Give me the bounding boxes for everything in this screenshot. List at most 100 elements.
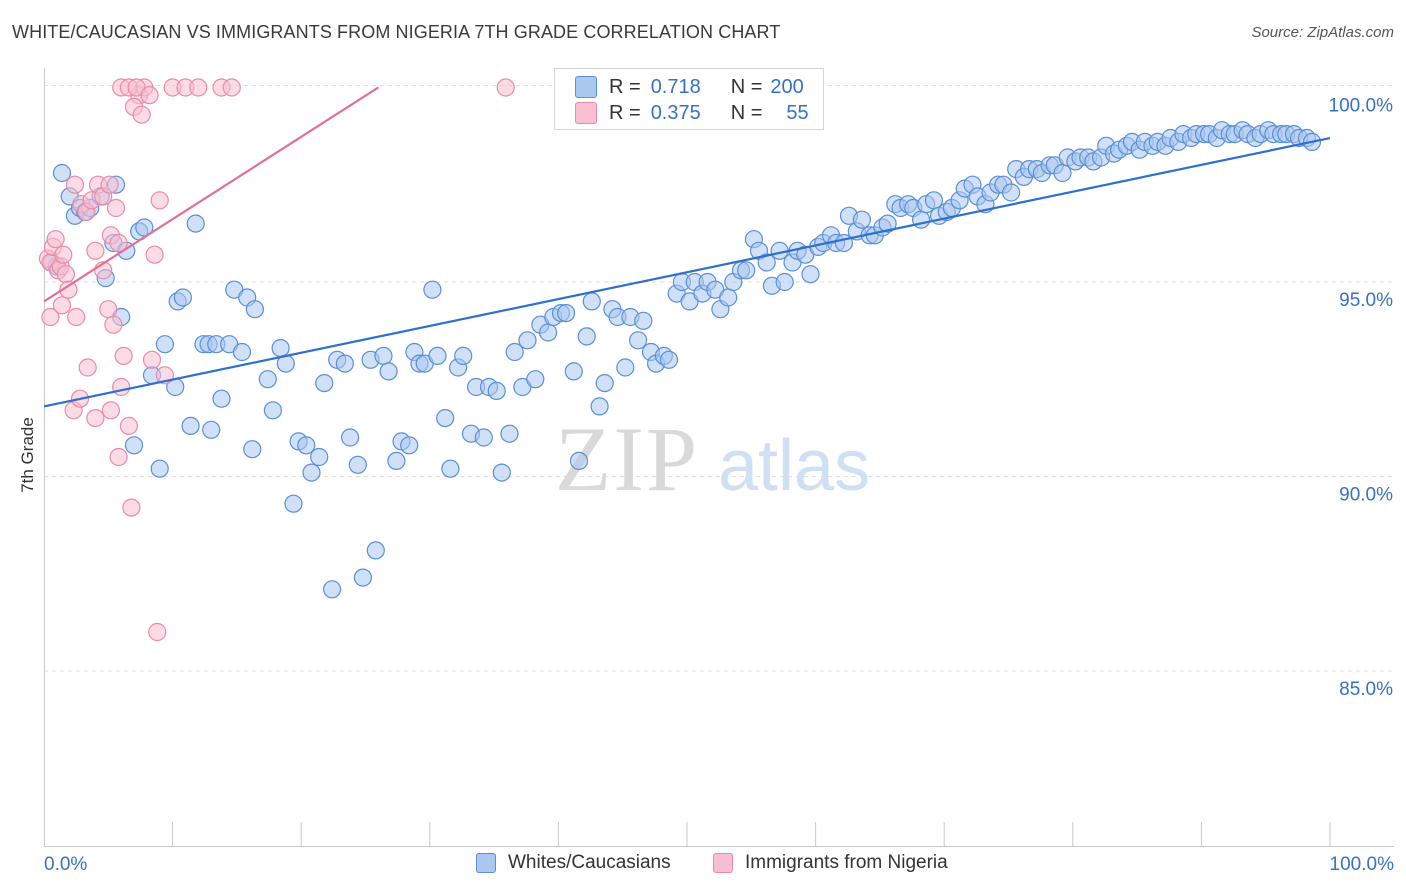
data-point — [54, 245, 73, 264]
data-point — [569, 451, 589, 470]
y-axis-label: 7th Grade — [18, 417, 37, 493]
series-legend-item-nigeria[interactable]: Immigrants from Nigeria — [713, 852, 948, 874]
legend-row-nigeria: R = 0.375 N = 55 — [575, 100, 809, 126]
data-point — [374, 346, 393, 365]
data-point — [353, 568, 372, 587]
data-point — [341, 428, 360, 447]
chart-title: WHITE/CAUCASIAN VS IMMIGRANTS FROM NIGER… — [12, 22, 781, 42]
data-point — [104, 315, 123, 334]
data-point — [315, 374, 334, 393]
data-point — [140, 86, 159, 105]
y-tick-label-90: 90.0% — [1339, 484, 1393, 505]
legend-n-value-nigeria: 55 — [786, 101, 809, 124]
data-point — [232, 342, 252, 362]
data-point — [616, 358, 635, 377]
x-tick-label-max: 100.0% — [1330, 854, 1395, 875]
legend-swatch-nigeria — [575, 102, 597, 124]
data-point — [124, 436, 144, 455]
data-point — [212, 389, 231, 408]
data-point — [590, 397, 609, 416]
data-point — [78, 358, 97, 377]
data-point — [302, 463, 321, 482]
x-ticks — [172, 822, 1331, 846]
data-point — [56, 265, 76, 284]
series-legend-label-nigeria: Immigrants from Nigeria — [745, 852, 948, 873]
data-point — [142, 350, 162, 369]
data-point — [245, 300, 264, 319]
data-point — [366, 541, 385, 560]
watermark: ZIP atlas — [555, 408, 870, 510]
data-point — [109, 447, 128, 467]
data-point — [801, 265, 820, 284]
data-point — [659, 350, 679, 369]
gridlines — [44, 85, 1394, 672]
data-points — [38, 78, 1322, 642]
data-point — [878, 214, 897, 233]
data-point — [474, 428, 493, 447]
data-point — [258, 370, 277, 389]
watermark-atlas: atlas — [718, 426, 870, 506]
data-point — [436, 409, 455, 428]
data-point — [67, 307, 86, 327]
data-point — [719, 288, 738, 307]
series-whites — [42, 121, 1322, 599]
legend-n-label: N = — [730, 75, 763, 98]
data-point — [186, 214, 205, 233]
y-tick-label-100: 100.0% — [1329, 95, 1394, 116]
data-point — [775, 272, 794, 292]
data-point — [564, 362, 583, 381]
data-point — [441, 459, 460, 478]
data-point — [496, 78, 515, 97]
trend-line-whites — [43, 136, 1331, 408]
chart-source: Source: ZipAtlas.com — [1251, 24, 1394, 41]
data-point — [41, 307, 60, 327]
data-point — [628, 331, 648, 350]
data-point — [145, 245, 164, 264]
data-point — [106, 198, 126, 218]
legend-r-label: R = — [609, 101, 641, 124]
data-point — [132, 105, 151, 124]
data-point — [595, 374, 614, 393]
data-point — [577, 327, 596, 346]
data-point — [99, 300, 118, 319]
data-point — [582, 292, 601, 311]
data-point — [65, 175, 85, 194]
data-point — [335, 354, 354, 373]
data-point — [505, 342, 524, 362]
data-point — [109, 233, 128, 253]
data-point — [52, 163, 72, 183]
data-point — [243, 440, 262, 459]
legend-n-label: N = — [730, 101, 763, 124]
data-point — [323, 580, 342, 599]
trend-line-nigeria — [43, 86, 379, 303]
data-point — [222, 78, 241, 97]
data-point — [310, 447, 329, 467]
data-point — [271, 339, 290, 358]
data-point — [263, 401, 282, 420]
series-nigeria — [38, 78, 515, 642]
data-point — [526, 370, 545, 389]
data-point — [757, 253, 776, 272]
series-legend-swatch-nigeria — [713, 853, 733, 873]
series-legend-item-whites[interactable]: Whites/Caucasians — [476, 852, 671, 874]
data-point — [400, 436, 419, 455]
data-point — [379, 362, 398, 381]
legend-r-value-nigeria: 0.375 — [650, 101, 701, 124]
data-point — [284, 494, 303, 513]
y-tick-label-95: 95.0% — [1339, 290, 1393, 311]
data-point — [148, 622, 167, 642]
data-point — [46, 230, 65, 249]
legend-r-label: R = — [609, 75, 641, 98]
data-point — [492, 463, 511, 482]
series-legend-label-whites: Whites/Caucasians — [508, 852, 671, 873]
data-point — [86, 241, 105, 260]
data-point — [52, 296, 72, 315]
series-legend-swatch-whites — [476, 853, 496, 873]
data-point — [487, 381, 506, 400]
legend-n-value-whites: 200 — [770, 75, 804, 98]
series-legend: Whites/Caucasians Immigrants from Nigeri… — [0, 852, 1406, 876]
x-tick-label-min: 0.0% — [44, 854, 87, 875]
data-point — [119, 416, 138, 435]
correlation-legend: R = 0.718 N = 200 R = 0.375 N = 55 — [554, 68, 824, 130]
